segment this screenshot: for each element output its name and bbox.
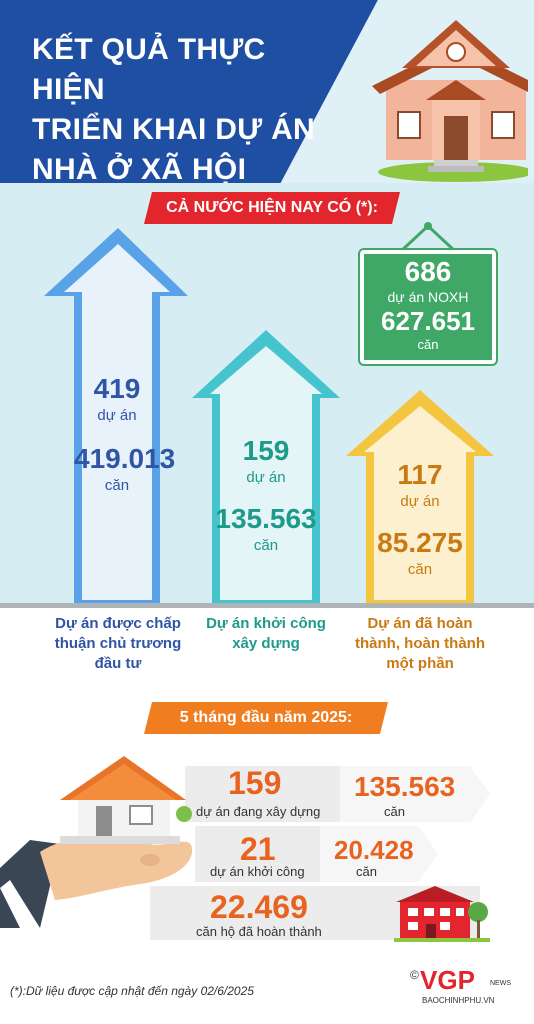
caption-completed: Dự án đã hoàn thành, hoàn thành một phần xyxy=(350,614,490,674)
total-units-label: căn xyxy=(417,337,439,352)
logo-mark: VGP xyxy=(420,965,475,995)
page-title: KẾT QUẢ THỰC HIỆN TRIỂN KHAI DỰ ÁN NHÀ Ở… xyxy=(32,30,332,190)
vgp-logo: © VGP NEWS BAOCHINHPHU.VN xyxy=(410,965,511,1006)
total-sign xyxy=(360,250,496,364)
caption-started: Dự án khởi công xây dựng xyxy=(196,614,336,654)
row2-projects: 21 xyxy=(240,831,276,867)
apartment-icon xyxy=(394,886,490,942)
approved-projects: 419 xyxy=(93,373,141,404)
caption-started-line: xây dựng xyxy=(232,635,300,652)
period-rows-bg xyxy=(150,766,520,940)
logo-site: BAOCHINHPHU.VN xyxy=(422,996,495,1005)
row1-projects: 159 xyxy=(228,765,282,801)
caption-approved-line: Dự án được chấp xyxy=(55,615,181,632)
completed-units: 85.275 xyxy=(377,527,463,558)
completed-projects-unit: dự án xyxy=(400,493,440,510)
baseline xyxy=(0,603,534,608)
caption-approved: Dự án được chấp thuận chủ trương đầu tư xyxy=(38,614,198,674)
row2-units: 20.428 xyxy=(334,835,414,865)
row1-units: 135.563 xyxy=(354,771,456,802)
completed-projects: 117 xyxy=(397,459,443,490)
row1-label: dự án đang xây dựng xyxy=(196,804,321,819)
started-units: 135.563 xyxy=(215,503,317,534)
nationwide-banner: CẢ NƯỚC HIỆN NAY CÓ (*): xyxy=(166,199,378,216)
approved-units-unit: căn xyxy=(104,477,130,494)
copyright-mark: © xyxy=(410,968,419,982)
total-sign-text: 686 dự án NOXH 627.651 căn xyxy=(360,256,496,354)
started-projects: 159 xyxy=(242,435,290,466)
caption-started-line: Dự án khởi công xyxy=(206,615,326,632)
arrow-bars xyxy=(44,222,494,604)
row3-label: căn hộ đã hoàn thành xyxy=(196,924,322,939)
started-projects-unit: dự án xyxy=(246,469,286,486)
completed-units-unit: căn xyxy=(407,561,433,578)
row2-units-label: căn xyxy=(356,864,377,879)
title-line-2: TRIỂN KHAI DỰ ÁN xyxy=(32,113,316,146)
approved-units: 419.013 xyxy=(74,443,176,474)
total-projects-label: dự án NOXH xyxy=(387,289,469,305)
title-line-3: NHÀ Ở XÃ HỘI xyxy=(32,153,247,186)
bar-started-stats: 159 dự án 135.563 căn xyxy=(212,434,320,556)
title-line-1: KẾT QUẢ THỰC HIỆN xyxy=(32,33,266,106)
period-banner: 5 tháng đầu năm 2025: xyxy=(179,709,353,726)
caption-completed-line: thành, hoàn thành xyxy=(355,635,485,652)
caption-approved-line: thuận chủ trương xyxy=(54,635,182,652)
caption-completed-line: một phần xyxy=(386,655,454,672)
caption-completed-line: Dự án đã hoàn xyxy=(367,615,473,632)
bar-completed-stats: 117 dự án 85.275 căn xyxy=(366,458,474,580)
row2-label: dự án khởi công xyxy=(210,864,305,879)
row1-units-label: căn xyxy=(384,804,405,819)
logo-news: NEWS xyxy=(490,980,511,987)
total-projects: 686 xyxy=(404,256,452,287)
footnote: (*):Dữ liệu được cập nhật đến ngày 02/6/… xyxy=(10,984,254,998)
bar-approved-stats: 419 dự án 419.013 căn xyxy=(74,372,176,496)
total-units: 627.651 xyxy=(381,306,475,336)
row3-units: 22.469 xyxy=(210,889,308,925)
house-illustration xyxy=(372,20,528,182)
approved-projects-unit: dự án xyxy=(97,407,137,424)
started-units-unit: căn xyxy=(253,537,279,554)
hand-house-illustration xyxy=(0,756,193,928)
caption-approved-line: đầu tư xyxy=(94,655,142,672)
